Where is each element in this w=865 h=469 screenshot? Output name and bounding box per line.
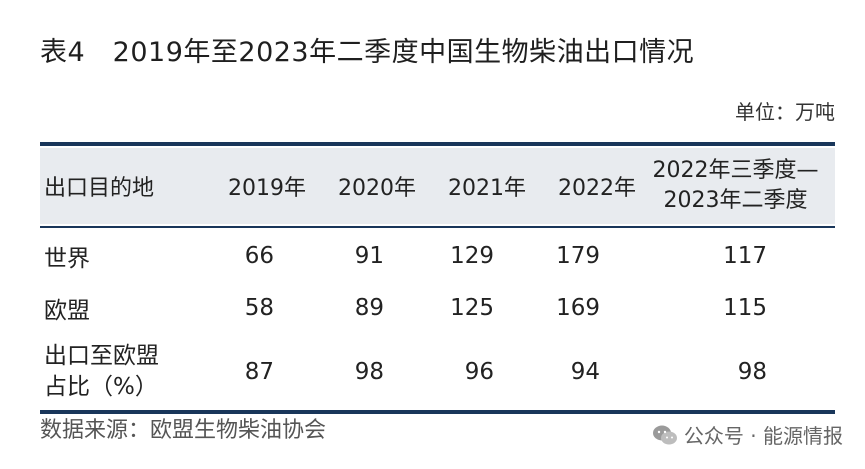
cell-value: 89 <box>354 295 384 321</box>
table-row: 欧盟 58 89 125 169 115 <box>40 282 835 334</box>
cell-value: 179 <box>556 243 600 269</box>
header-2021: 2021年 <box>448 176 526 201</box>
wechat-icon <box>652 425 677 444</box>
header-period-line2: 2023年二季度 <box>663 188 808 213</box>
cell-value: 129 <box>450 243 494 269</box>
row-label-eu-share: 出口至欧盟 占比（%） <box>40 341 209 403</box>
row-label-line2: 占比（%） <box>44 374 158 400</box>
cell-value: 94 <box>570 359 600 385</box>
cell-value: 66 <box>244 243 274 269</box>
header-destination: 出口目的地 <box>44 176 155 201</box>
header-period: 2022年三季度— 2023年二季度 <box>636 156 835 215</box>
cell-value: 98 <box>354 359 384 385</box>
header-period-line1: 2022年三季度— <box>652 158 819 184</box>
cell-value: 98 <box>737 359 767 385</box>
watermark-text: 公众号 · 能源情报 <box>683 424 843 448</box>
cell-value: 115 <box>723 295 767 321</box>
table-row: 世界 66 91 129 179 117 <box>40 230 835 282</box>
header-2020: 2020年 <box>338 176 416 201</box>
table-row: 出口至欧盟 占比（%） 87 98 96 94 98 <box>40 334 835 410</box>
row-label-eu: 欧盟 <box>44 298 90 324</box>
cell-value: 96 <box>464 359 494 385</box>
header-2022: 2022年 <box>558 176 636 201</box>
cell-value: 125 <box>450 295 494 321</box>
header-2019: 2019年 <box>228 176 306 201</box>
row-label-line1: 出口至欧盟 <box>44 342 159 369</box>
data-source: 数据来源：欧盟生物柴油协会 <box>40 418 327 443</box>
cell-value: 87 <box>244 359 274 385</box>
cell-value: 91 <box>354 243 384 269</box>
export-table: 出口目的地 2019年 2020年 2021年 2022年 2022年三季度— … <box>40 142 835 414</box>
unit-label: 单位：万吨 <box>735 100 835 124</box>
table-header-row: 出口目的地 2019年 2020年 2021年 2022年 2022年三季度— … <box>40 148 835 228</box>
cell-value: 117 <box>723 243 767 269</box>
cell-value: 58 <box>244 295 274 321</box>
cell-value: 169 <box>556 295 600 321</box>
row-label-world: 世界 <box>44 246 90 272</box>
watermark: 公众号 · 能源情报 <box>652 420 843 449</box>
table-title: 表4 2019年至2023年二季度中国生物柴油出口情况 <box>40 37 695 68</box>
